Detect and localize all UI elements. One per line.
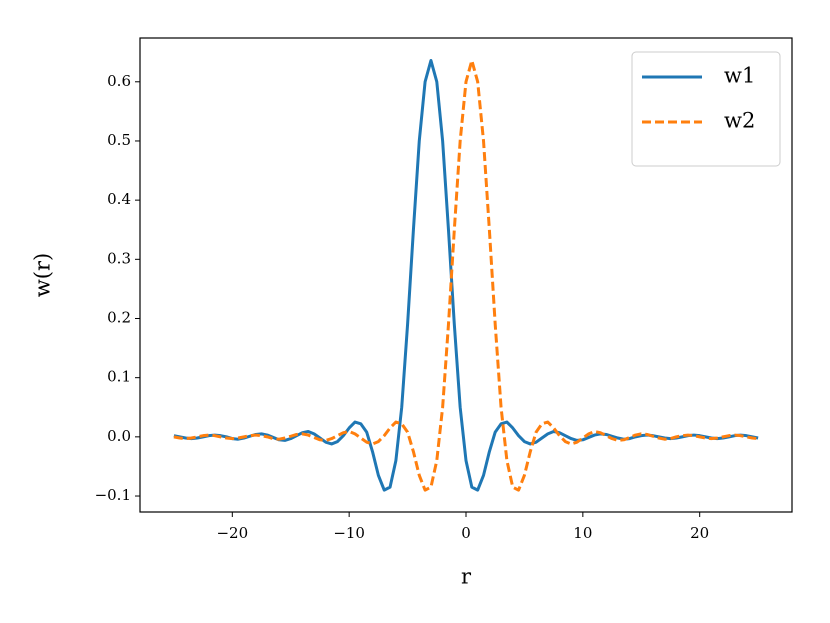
- x-tick-label: −10: [333, 524, 365, 542]
- x-tick-label: 0: [461, 524, 471, 542]
- y-tick-label: 0.6: [107, 72, 131, 90]
- y-tick-label: 0.5: [107, 131, 131, 149]
- legend-label: w2: [724, 109, 755, 133]
- y-tick-label: 0.4: [107, 190, 131, 208]
- legend-box: [631, 51, 781, 167]
- y-tick-label: 0.3: [107, 249, 131, 267]
- x-tick-label: −20: [216, 524, 248, 542]
- x-axis-label: r: [461, 565, 472, 589]
- legend-label: w1: [724, 64, 755, 88]
- data-line: [173, 58, 759, 492]
- x-tick-label: 10: [573, 524, 592, 542]
- y-tick-label: 0.0: [107, 427, 131, 445]
- plot-frame: [139, 37, 793, 513]
- y-tick-label: 0.2: [107, 308, 131, 326]
- y-tick-label: −0.1: [95, 486, 131, 504]
- y-axis-label: w(r): [31, 253, 55, 297]
- y-tick-label: 0.1: [107, 368, 131, 386]
- x-tick-label: 20: [690, 524, 709, 542]
